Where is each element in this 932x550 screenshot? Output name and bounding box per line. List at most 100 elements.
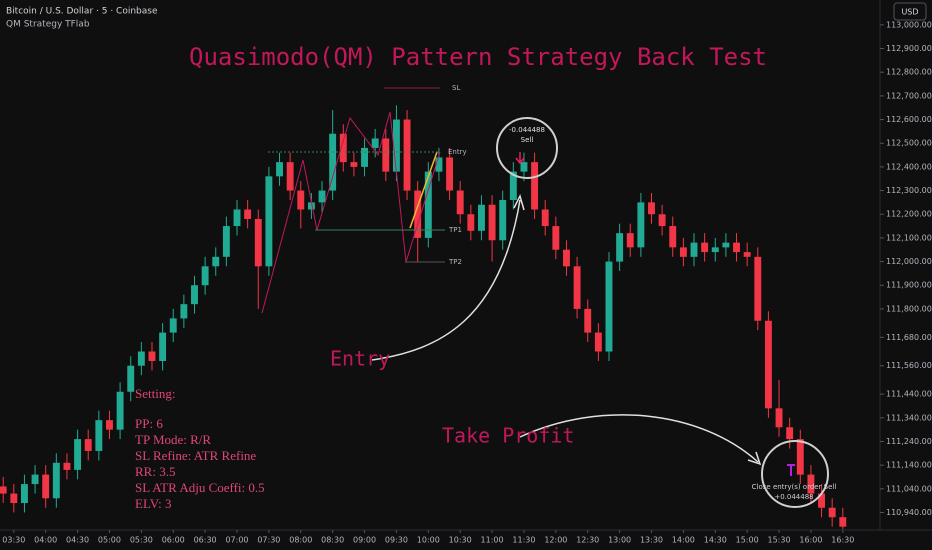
- candle-body: [477, 204, 485, 231]
- candle-body: [297, 190, 305, 210]
- candle-body: [584, 308, 592, 333]
- candle-body: [95, 420, 103, 451]
- candle-body: [637, 202, 645, 248]
- x-tick-label: 08:00: [289, 536, 312, 545]
- x-tick-label: 16:30: [831, 536, 854, 545]
- x-tick-label: 03:30: [2, 536, 25, 545]
- candle-body: [392, 119, 400, 172]
- candle-body: [701, 242, 709, 253]
- setting-line: ELV: 3: [135, 496, 171, 511]
- candle-body: [201, 266, 209, 286]
- y-tick-label: 113,000.00: [886, 20, 932, 29]
- candle-body: [796, 439, 804, 475]
- candle-body: [722, 242, 730, 248]
- y-tick-label: 110,940.00: [886, 508, 932, 517]
- setting-line: TP Mode: R/R: [135, 432, 211, 447]
- candle-body: [403, 119, 411, 191]
- y-tick-label: 112,800.00: [886, 68, 932, 77]
- candle-body: [106, 420, 113, 430]
- candle-body: [20, 484, 28, 504]
- candle-body: [42, 474, 50, 499]
- candle-body: [446, 157, 454, 191]
- candle-body: [148, 351, 156, 361]
- candle-body: [573, 266, 581, 309]
- candle-body: [180, 304, 188, 319]
- x-tick-label: 10:00: [417, 536, 440, 545]
- y-tick-label: 112,600.00: [886, 115, 932, 124]
- candle-body: [74, 439, 82, 470]
- candle-body: [711, 247, 719, 253]
- x-tick-label: 15:30: [768, 536, 791, 545]
- candle-body: [690, 242, 698, 257]
- currency-button[interactable]: [893, 2, 927, 21]
- x-tick-label: 06:30: [194, 536, 217, 545]
- candle-body: [435, 157, 443, 172]
- setting-line: RR: 3.5: [135, 464, 175, 479]
- arrow: [371, 199, 521, 361]
- candle-body: [265, 176, 273, 267]
- currency-label[interactable]: USD: [901, 8, 918, 17]
- annotation: TP2: [448, 258, 462, 266]
- y-tick-label: 111,800.00: [886, 304, 932, 313]
- setting-line: SL ATR Adju Coeffi: 0.5: [135, 480, 265, 495]
- candle-body: [807, 474, 815, 494]
- x-tick-label: 11:00: [481, 536, 504, 545]
- candle-body: [563, 249, 570, 267]
- x-tick-label: 09:00: [353, 536, 376, 545]
- candle-body: [361, 147, 368, 167]
- candle-body: [605, 261, 613, 352]
- sell-marker: [515, 152, 525, 165]
- y-tick-label: 111,340.00: [886, 413, 932, 422]
- x-tick-label: 15:00: [736, 536, 759, 545]
- x-tick-label: 05:30: [130, 536, 153, 545]
- highlight-circle: [496, 117, 558, 179]
- y-tick-label: 111,240.00: [886, 437, 932, 446]
- symbol: Bitcoin / U.S. Dollar · 5 · Coinbase: [6, 7, 158, 17]
- close-marker: [787, 464, 795, 476]
- annotation: SL: [452, 84, 460, 92]
- y-tick-label: 111,440.00: [886, 390, 932, 399]
- x-tick-label: 08:30: [321, 536, 344, 545]
- candle-body: [541, 209, 549, 227]
- candle-body: [127, 365, 135, 392]
- candle-body: [52, 462, 60, 499]
- annotation: Take Profit: [442, 424, 574, 448]
- candle-body: [499, 200, 507, 241]
- candle-body: [307, 202, 315, 210]
- candle-body: [594, 332, 602, 352]
- x-tick-label: 04:00: [34, 536, 57, 545]
- annotation: Entry: [448, 148, 467, 156]
- candle-body: [488, 204, 496, 241]
- candle-body: [329, 133, 337, 191]
- setting-line: PP: 6: [135, 416, 163, 431]
- candle-body: [222, 226, 230, 257]
- y-tick-label: 111,680.00: [886, 333, 932, 342]
- candle-body: [456, 190, 464, 215]
- y-tick-label: 111,560.00: [886, 361, 932, 370]
- annotation: TP1: [448, 226, 462, 234]
- x-tick-label: 10:30: [449, 536, 472, 545]
- candle-body: [786, 427, 794, 440]
- y-tick-label: 112,900.00: [886, 44, 932, 53]
- candle-body: [754, 256, 762, 321]
- y-tick-label: 112,400.00: [886, 162, 932, 171]
- candle-body: [169, 318, 177, 333]
- candle-body: [669, 226, 677, 248]
- y-tick-label: 112,700.00: [886, 91, 932, 100]
- arrow: [519, 414, 759, 463]
- candle-body: [414, 190, 422, 238]
- setting-line: Setting:: [135, 386, 175, 401]
- y-tick-label: 112,000.00: [886, 257, 932, 266]
- chart-title: Quasimodo(QM) Pattern Strategy Back Test: [189, 43, 767, 71]
- candle-body: [467, 214, 475, 231]
- candle-body: [10, 493, 18, 504]
- candle-body: [828, 507, 836, 518]
- candle-body: [212, 256, 220, 267]
- x-tick-label: 13:00: [608, 536, 631, 545]
- candle-body: [775, 408, 783, 428]
- candle-body: [626, 233, 634, 248]
- x-tick-label: 14:30: [704, 536, 727, 545]
- annotation: Entry: [330, 347, 390, 371]
- candle-body: [254, 218, 262, 267]
